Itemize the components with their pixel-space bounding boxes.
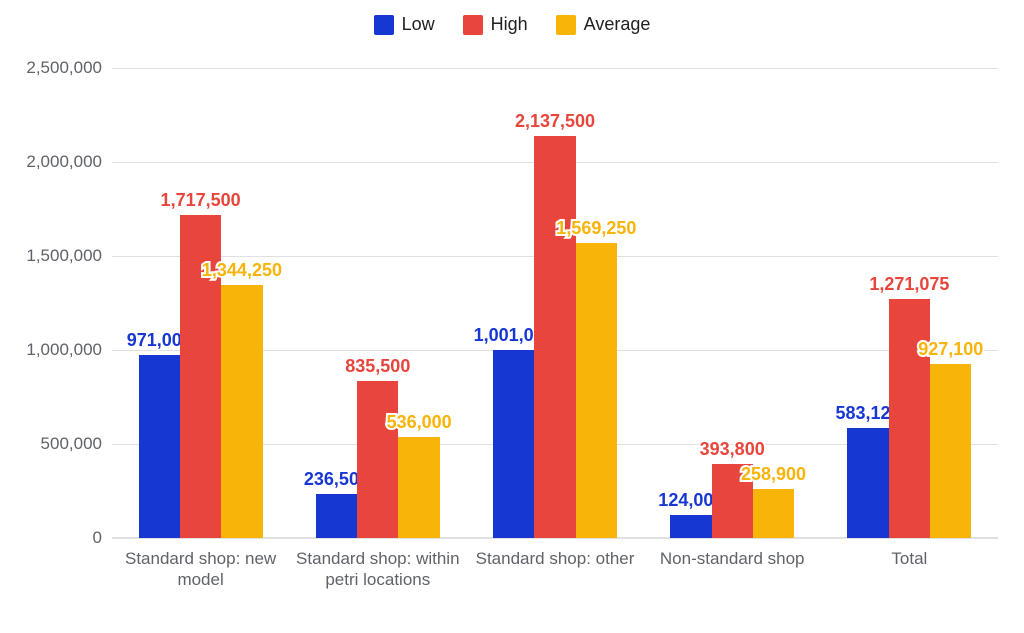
legend-item-high[interactable]: High: [463, 14, 528, 35]
data-label: 1,717,500: [161, 190, 241, 211]
xtick-label: Total: [825, 538, 993, 569]
ytick-label: 500,000: [41, 434, 112, 454]
ytick-label: 1,000,000: [26, 340, 112, 360]
xtick-label: Standard shop: other: [471, 538, 639, 569]
legend-swatch: [463, 15, 483, 35]
data-label: 1,271,075: [869, 274, 949, 295]
legend-label: Average: [584, 14, 651, 35]
bar[interactable]: 1,569,250: [576, 243, 617, 538]
ytick-label: 2,000,000: [26, 152, 112, 172]
legend-label: Low: [402, 14, 435, 35]
bar[interactable]: 236,500: [316, 494, 357, 538]
legend-swatch: [374, 15, 394, 35]
legend-item-low[interactable]: Low: [374, 14, 435, 35]
bar[interactable]: 583,125: [847, 428, 888, 538]
bar[interactable]: 1,344,250: [221, 285, 262, 538]
bar[interactable]: 258,900: [753, 489, 794, 538]
xtick-label: Non-standard shop: [648, 538, 816, 569]
bar[interactable]: 536,000: [398, 437, 439, 538]
bar[interactable]: 2,137,500: [534, 136, 575, 538]
bar[interactable]: 971,000: [139, 355, 180, 538]
bar[interactable]: 927,100: [930, 364, 971, 538]
plot-area: 0500,0001,000,0001,500,0002,000,0002,500…: [112, 68, 998, 538]
legend: Low High Average: [0, 14, 1024, 35]
ytick-label: 2,500,000: [26, 58, 112, 78]
data-label: 536,000: [387, 412, 452, 433]
legend-swatch: [556, 15, 576, 35]
xtick-label: Standard shop: within petri locations: [294, 538, 462, 591]
xtick-label: Standard shop: new model: [117, 538, 285, 591]
bar[interactable]: 124,000: [670, 515, 711, 538]
data-label: 2,137,500: [515, 111, 595, 132]
ytick-label: 0: [93, 528, 112, 548]
data-label: 1,344,250: [202, 260, 282, 281]
bar[interactable]: 835,500: [357, 381, 398, 538]
bar[interactable]: 1,271,075: [889, 299, 930, 538]
data-label: 1,569,250: [556, 218, 636, 239]
data-label: 258,900: [741, 464, 806, 485]
gridline: [112, 68, 998, 69]
legend-item-average[interactable]: Average: [556, 14, 651, 35]
data-label: 393,800: [700, 439, 765, 460]
bar[interactable]: 1,001,000: [493, 350, 534, 538]
ytick-label: 1,500,000: [26, 246, 112, 266]
data-label: 927,100: [918, 339, 983, 360]
data-label: 835,500: [345, 356, 410, 377]
chart-container: LowHighAverage 0500,0001,000,0001,500,00…: [0, 0, 1024, 633]
legend-label: High: [491, 14, 528, 35]
